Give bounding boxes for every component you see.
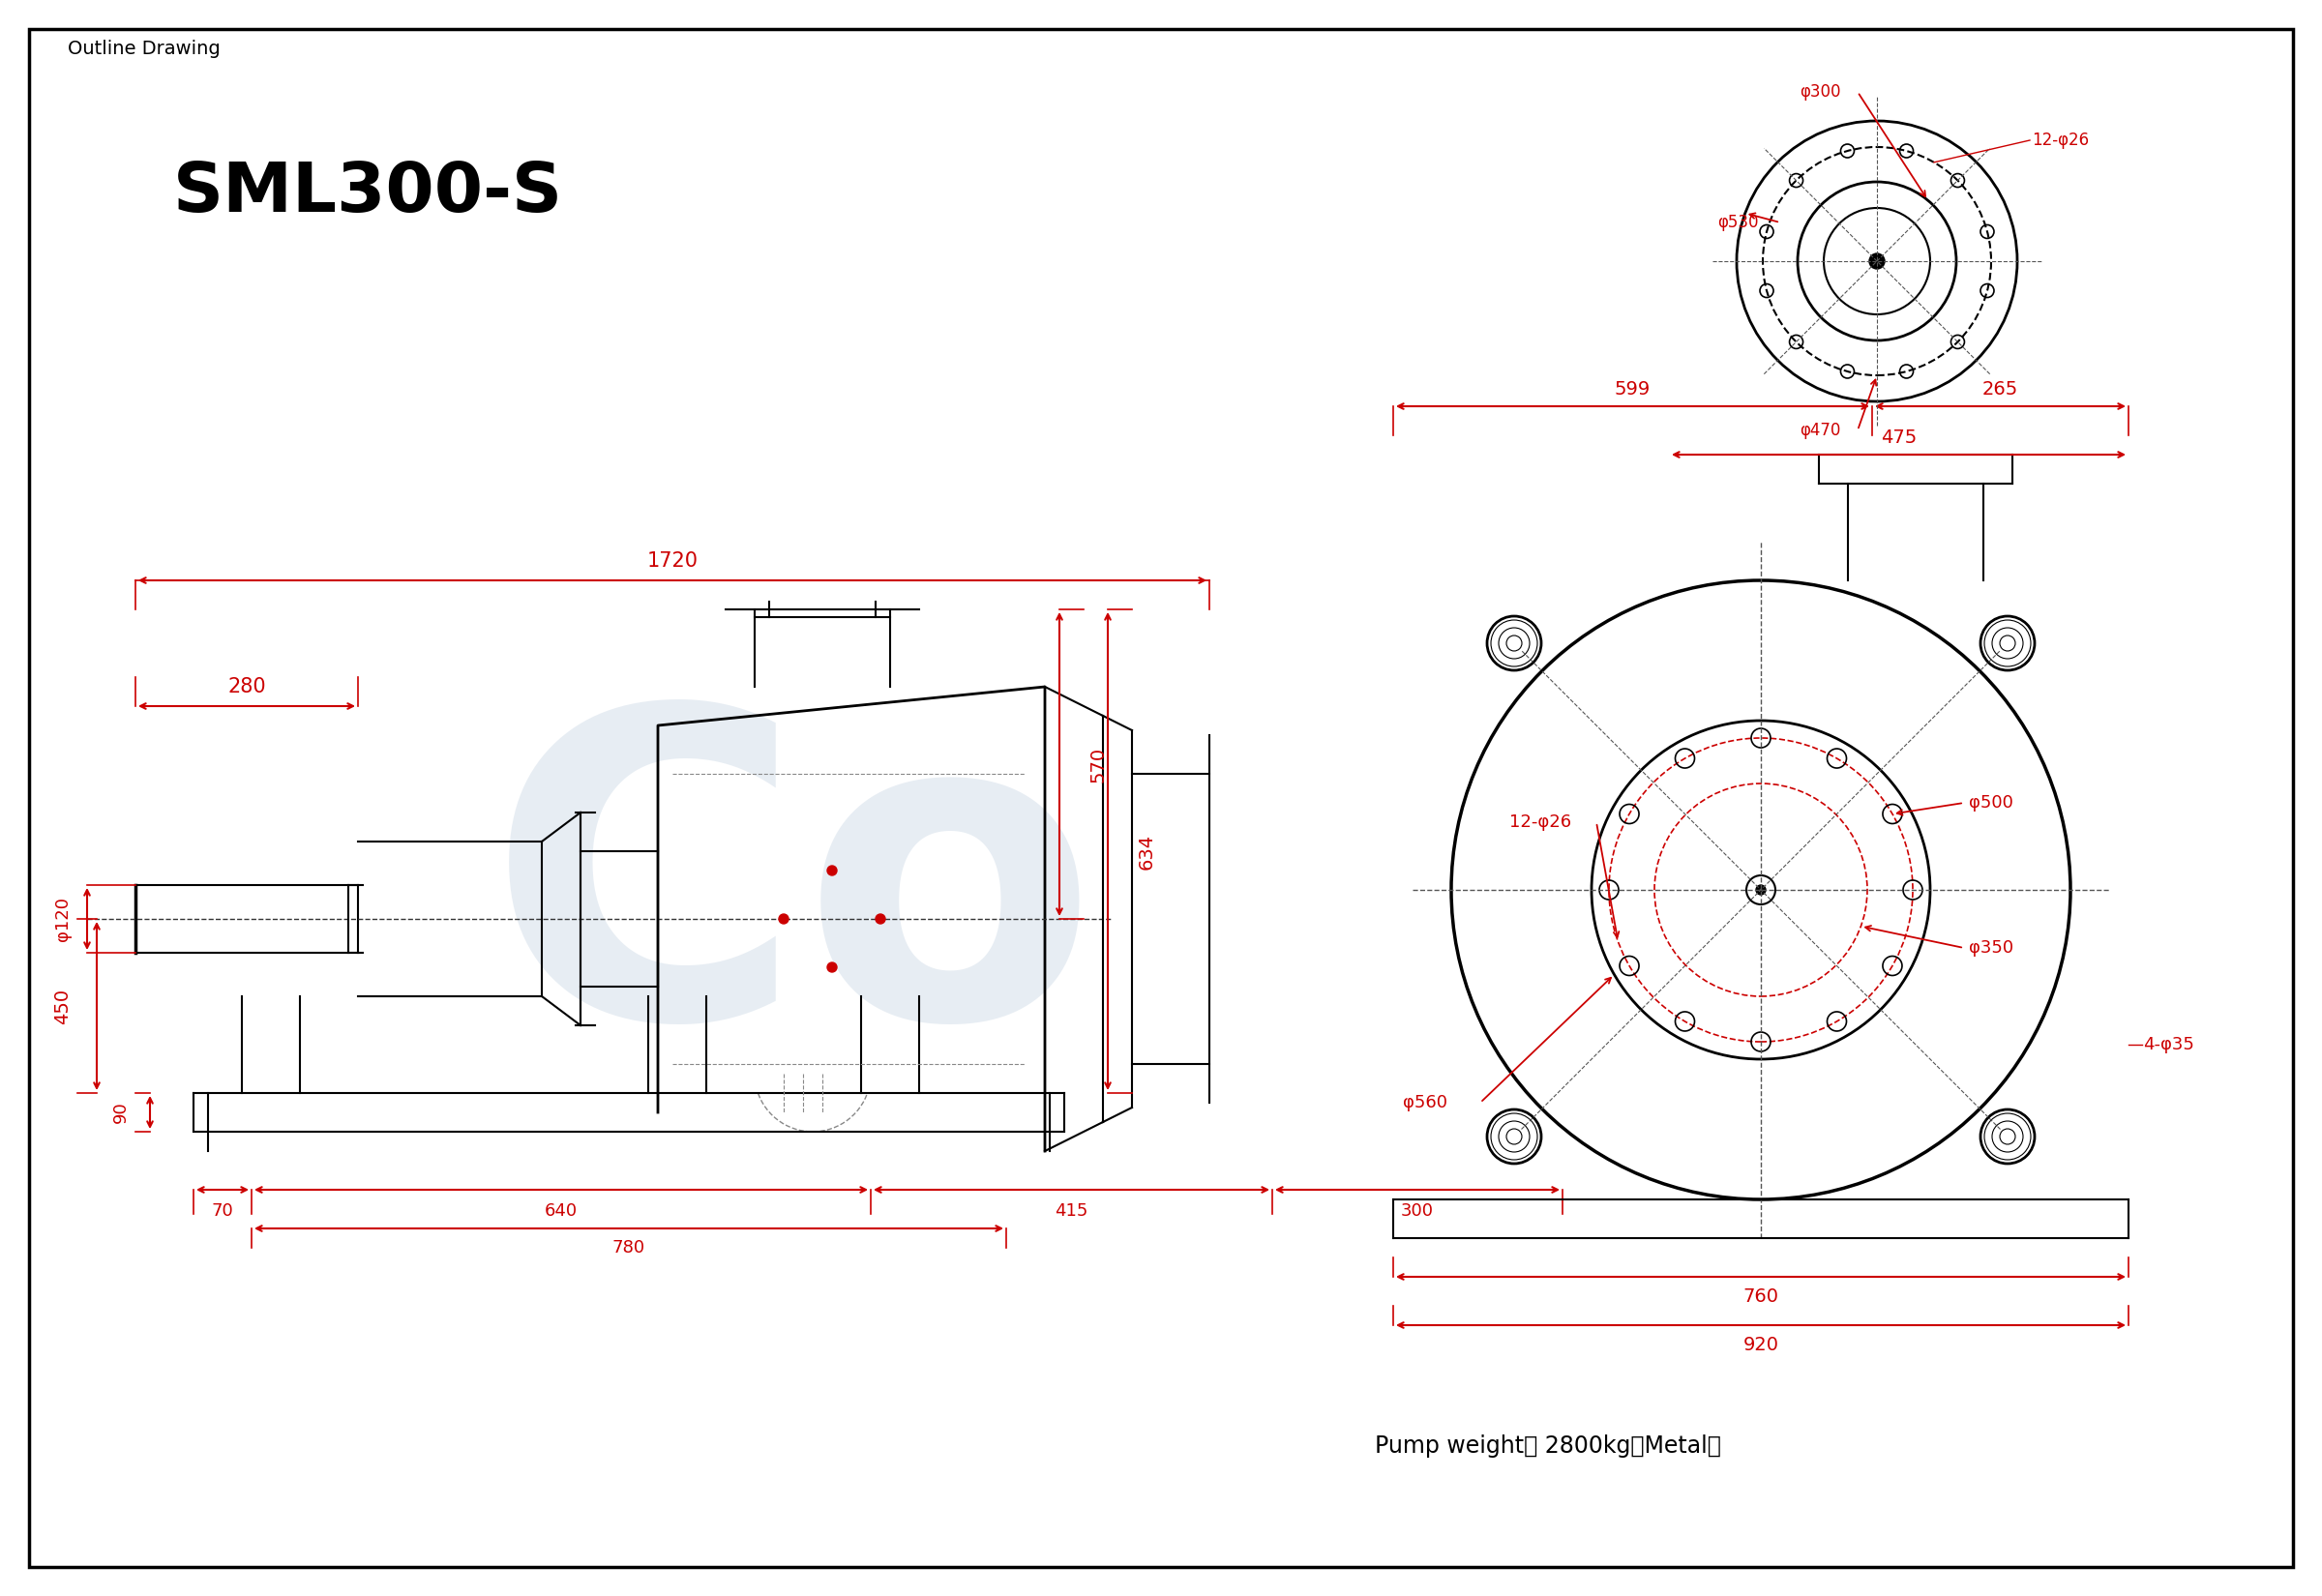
Text: φ500: φ500 — [1969, 795, 2013, 811]
Text: φ530: φ530 — [1718, 214, 1758, 231]
Text: 300: 300 — [1400, 1202, 1435, 1219]
Circle shape — [1755, 886, 1765, 895]
Text: 640: 640 — [546, 1202, 578, 1219]
Text: 4-φ35: 4-φ35 — [2143, 1036, 2194, 1053]
Text: 12-φ26: 12-φ26 — [2032, 131, 2090, 148]
Circle shape — [1869, 254, 1885, 268]
Text: 265: 265 — [1983, 380, 2018, 397]
Text: 475: 475 — [1881, 428, 1916, 447]
Text: 760: 760 — [1744, 1286, 1779, 1306]
Circle shape — [827, 962, 836, 972]
Text: φ560: φ560 — [1402, 1093, 1447, 1111]
Text: 450: 450 — [53, 988, 72, 1025]
Text: 634: 634 — [1138, 833, 1156, 870]
Text: 415: 415 — [1054, 1202, 1089, 1219]
Text: 70: 70 — [211, 1202, 235, 1219]
Text: 780: 780 — [613, 1238, 646, 1256]
Text: φ120: φ120 — [53, 897, 72, 942]
Text: SML300-S: SML300-S — [172, 160, 562, 227]
Text: 90: 90 — [111, 1101, 130, 1124]
Text: 1720: 1720 — [648, 551, 699, 571]
Text: 570: 570 — [1089, 747, 1108, 782]
Text: φ350: φ350 — [1969, 938, 2013, 956]
Circle shape — [875, 915, 885, 924]
Text: φ300: φ300 — [1800, 83, 1841, 101]
Text: Co: Co — [488, 691, 1098, 1108]
Text: 12-φ26: 12-φ26 — [1509, 814, 1572, 832]
Circle shape — [778, 915, 789, 924]
Text: 280: 280 — [228, 677, 267, 696]
Text: 599: 599 — [1614, 380, 1651, 397]
Circle shape — [827, 865, 836, 875]
Text: 920: 920 — [1744, 1336, 1779, 1353]
Text: φ470: φ470 — [1800, 421, 1841, 439]
Text: Outline Drawing: Outline Drawing — [67, 40, 221, 57]
Text: Pump weight： 2800kg（Metal）: Pump weight： 2800kg（Metal） — [1375, 1435, 1721, 1457]
